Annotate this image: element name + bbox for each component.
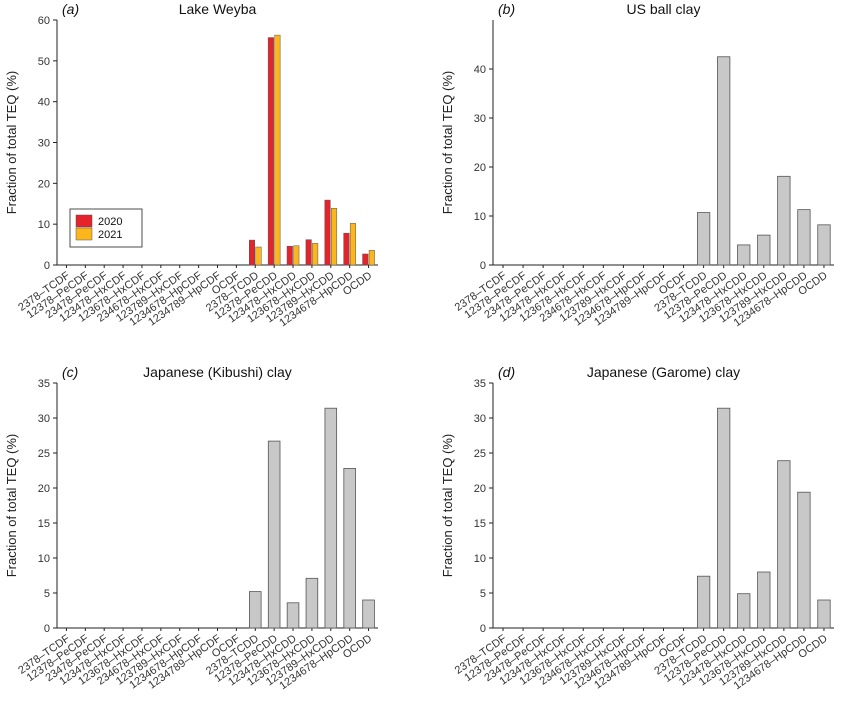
- y-tick-label: 10: [474, 211, 486, 223]
- bar: [286, 602, 300, 629]
- bar-2020: [362, 253, 369, 266]
- bar: [757, 234, 771, 266]
- bar: [817, 224, 831, 266]
- bar: [717, 56, 731, 266]
- y-tick-label: 5: [44, 588, 50, 600]
- y-tick-label: 15: [38, 518, 50, 530]
- y-axis-label: Fraction of total TEQ (%): [440, 71, 455, 215]
- y-tick-label: 60: [38, 15, 50, 27]
- y-axis-label: Fraction of total TEQ (%): [4, 434, 19, 578]
- bar: [737, 244, 751, 266]
- panel-b: 0102030402378–TCDF12378–PeCDF23478–PeCDF…: [440, 1, 834, 329]
- bar-2021: [368, 250, 375, 266]
- bar: [324, 407, 338, 629]
- y-tick-label: 10: [38, 553, 50, 565]
- y-tick-label: 5: [480, 588, 486, 600]
- panel-title: Japanese (Garome) clay: [587, 364, 740, 380]
- y-tick-label: 50: [38, 56, 50, 68]
- bar: [249, 591, 262, 629]
- bar-2020: [324, 199, 331, 266]
- y-tick-label: 25: [38, 448, 50, 460]
- panel-a: 01020304050602378–TCDF12378–PeCDF23478–P…: [4, 1, 378, 329]
- legend-label: 2020: [98, 216, 122, 228]
- bar: [737, 593, 751, 629]
- y-tick-label: 35: [38, 378, 50, 390]
- panel-letter: (c): [62, 364, 78, 380]
- bar-2020: [305, 239, 312, 266]
- bar: [817, 599, 831, 629]
- y-tick-label: 30: [474, 113, 486, 125]
- bar-2020: [267, 37, 274, 266]
- bar: [696, 212, 711, 266]
- y-tick-label: 20: [38, 178, 50, 190]
- bar-2021: [312, 243, 319, 266]
- y-tick-label: 20: [38, 483, 50, 495]
- bar: [362, 599, 375, 629]
- bar-2021: [331, 207, 338, 266]
- bar-2020: [249, 239, 256, 266]
- bar-2020: [286, 245, 293, 266]
- y-tick-label: 25: [474, 448, 486, 460]
- y-axis-label: Fraction of total TEQ (%): [4, 71, 19, 215]
- legend-swatch: [75, 227, 93, 241]
- bar: [757, 571, 771, 629]
- bar: [267, 440, 281, 629]
- bar-2021: [255, 246, 262, 266]
- y-tick-label: 0: [480, 623, 486, 635]
- bar: [717, 407, 731, 629]
- panel-title: Lake Weyba: [179, 1, 257, 17]
- legend-label: 2021: [98, 229, 122, 241]
- y-tick-label: 35: [474, 378, 486, 390]
- y-tick-label: 30: [474, 413, 486, 425]
- bar: [777, 460, 791, 629]
- y-tick-label: 15: [474, 518, 486, 530]
- bar: [343, 467, 356, 629]
- panel-letter: (a): [62, 1, 79, 17]
- panel-title: Japanese (Kibushi) clay: [143, 364, 292, 380]
- y-tick-label: 40: [474, 64, 486, 76]
- y-tick-label: 30: [38, 413, 50, 425]
- y-tick-label: 10: [474, 553, 486, 565]
- panel-title: US ball clay: [627, 1, 701, 17]
- bar-2021: [293, 245, 300, 266]
- y-tick-label: 20: [474, 162, 486, 174]
- panel-d: 051015202530352378–TCDF12378–PeCDF23478–…: [440, 364, 834, 692]
- bar-2020: [343, 232, 350, 266]
- legend-swatch: [75, 214, 93, 228]
- bar: [797, 491, 811, 629]
- panel-letter: (d): [498, 364, 515, 380]
- y-tick-label: 30: [38, 138, 50, 150]
- bar-2021: [349, 223, 356, 266]
- y-axis-label: Fraction of total TEQ (%): [440, 434, 455, 578]
- bar: [797, 209, 811, 266]
- y-tick-label: 0: [44, 260, 50, 272]
- bar: [777, 175, 791, 266]
- y-tick-label: 0: [44, 623, 50, 635]
- y-tick-label: 0: [480, 260, 486, 272]
- y-tick-label: 20: [474, 483, 486, 495]
- y-tick-label: 10: [38, 219, 50, 231]
- bar: [305, 577, 319, 629]
- panel-letter: (b): [498, 1, 515, 17]
- y-tick-label: 40: [38, 97, 50, 109]
- bar-2021: [274, 34, 281, 266]
- bar: [696, 575, 711, 629]
- panel-c: 051015202530352378–TCDF12378–PeCDF23478–…: [4, 364, 378, 692]
